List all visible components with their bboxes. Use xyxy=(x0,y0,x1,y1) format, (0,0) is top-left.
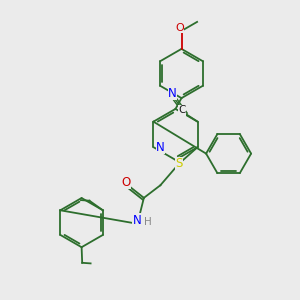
Text: N: N xyxy=(168,87,176,100)
Text: N: N xyxy=(133,214,141,226)
Text: H: H xyxy=(144,218,152,227)
Text: S: S xyxy=(175,157,183,170)
Text: N: N xyxy=(156,141,164,154)
Text: O: O xyxy=(176,23,184,33)
Text: O: O xyxy=(122,176,131,189)
Text: C: C xyxy=(178,106,186,116)
